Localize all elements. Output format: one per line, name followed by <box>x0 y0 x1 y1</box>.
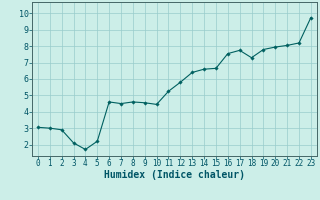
X-axis label: Humidex (Indice chaleur): Humidex (Indice chaleur) <box>104 170 245 180</box>
